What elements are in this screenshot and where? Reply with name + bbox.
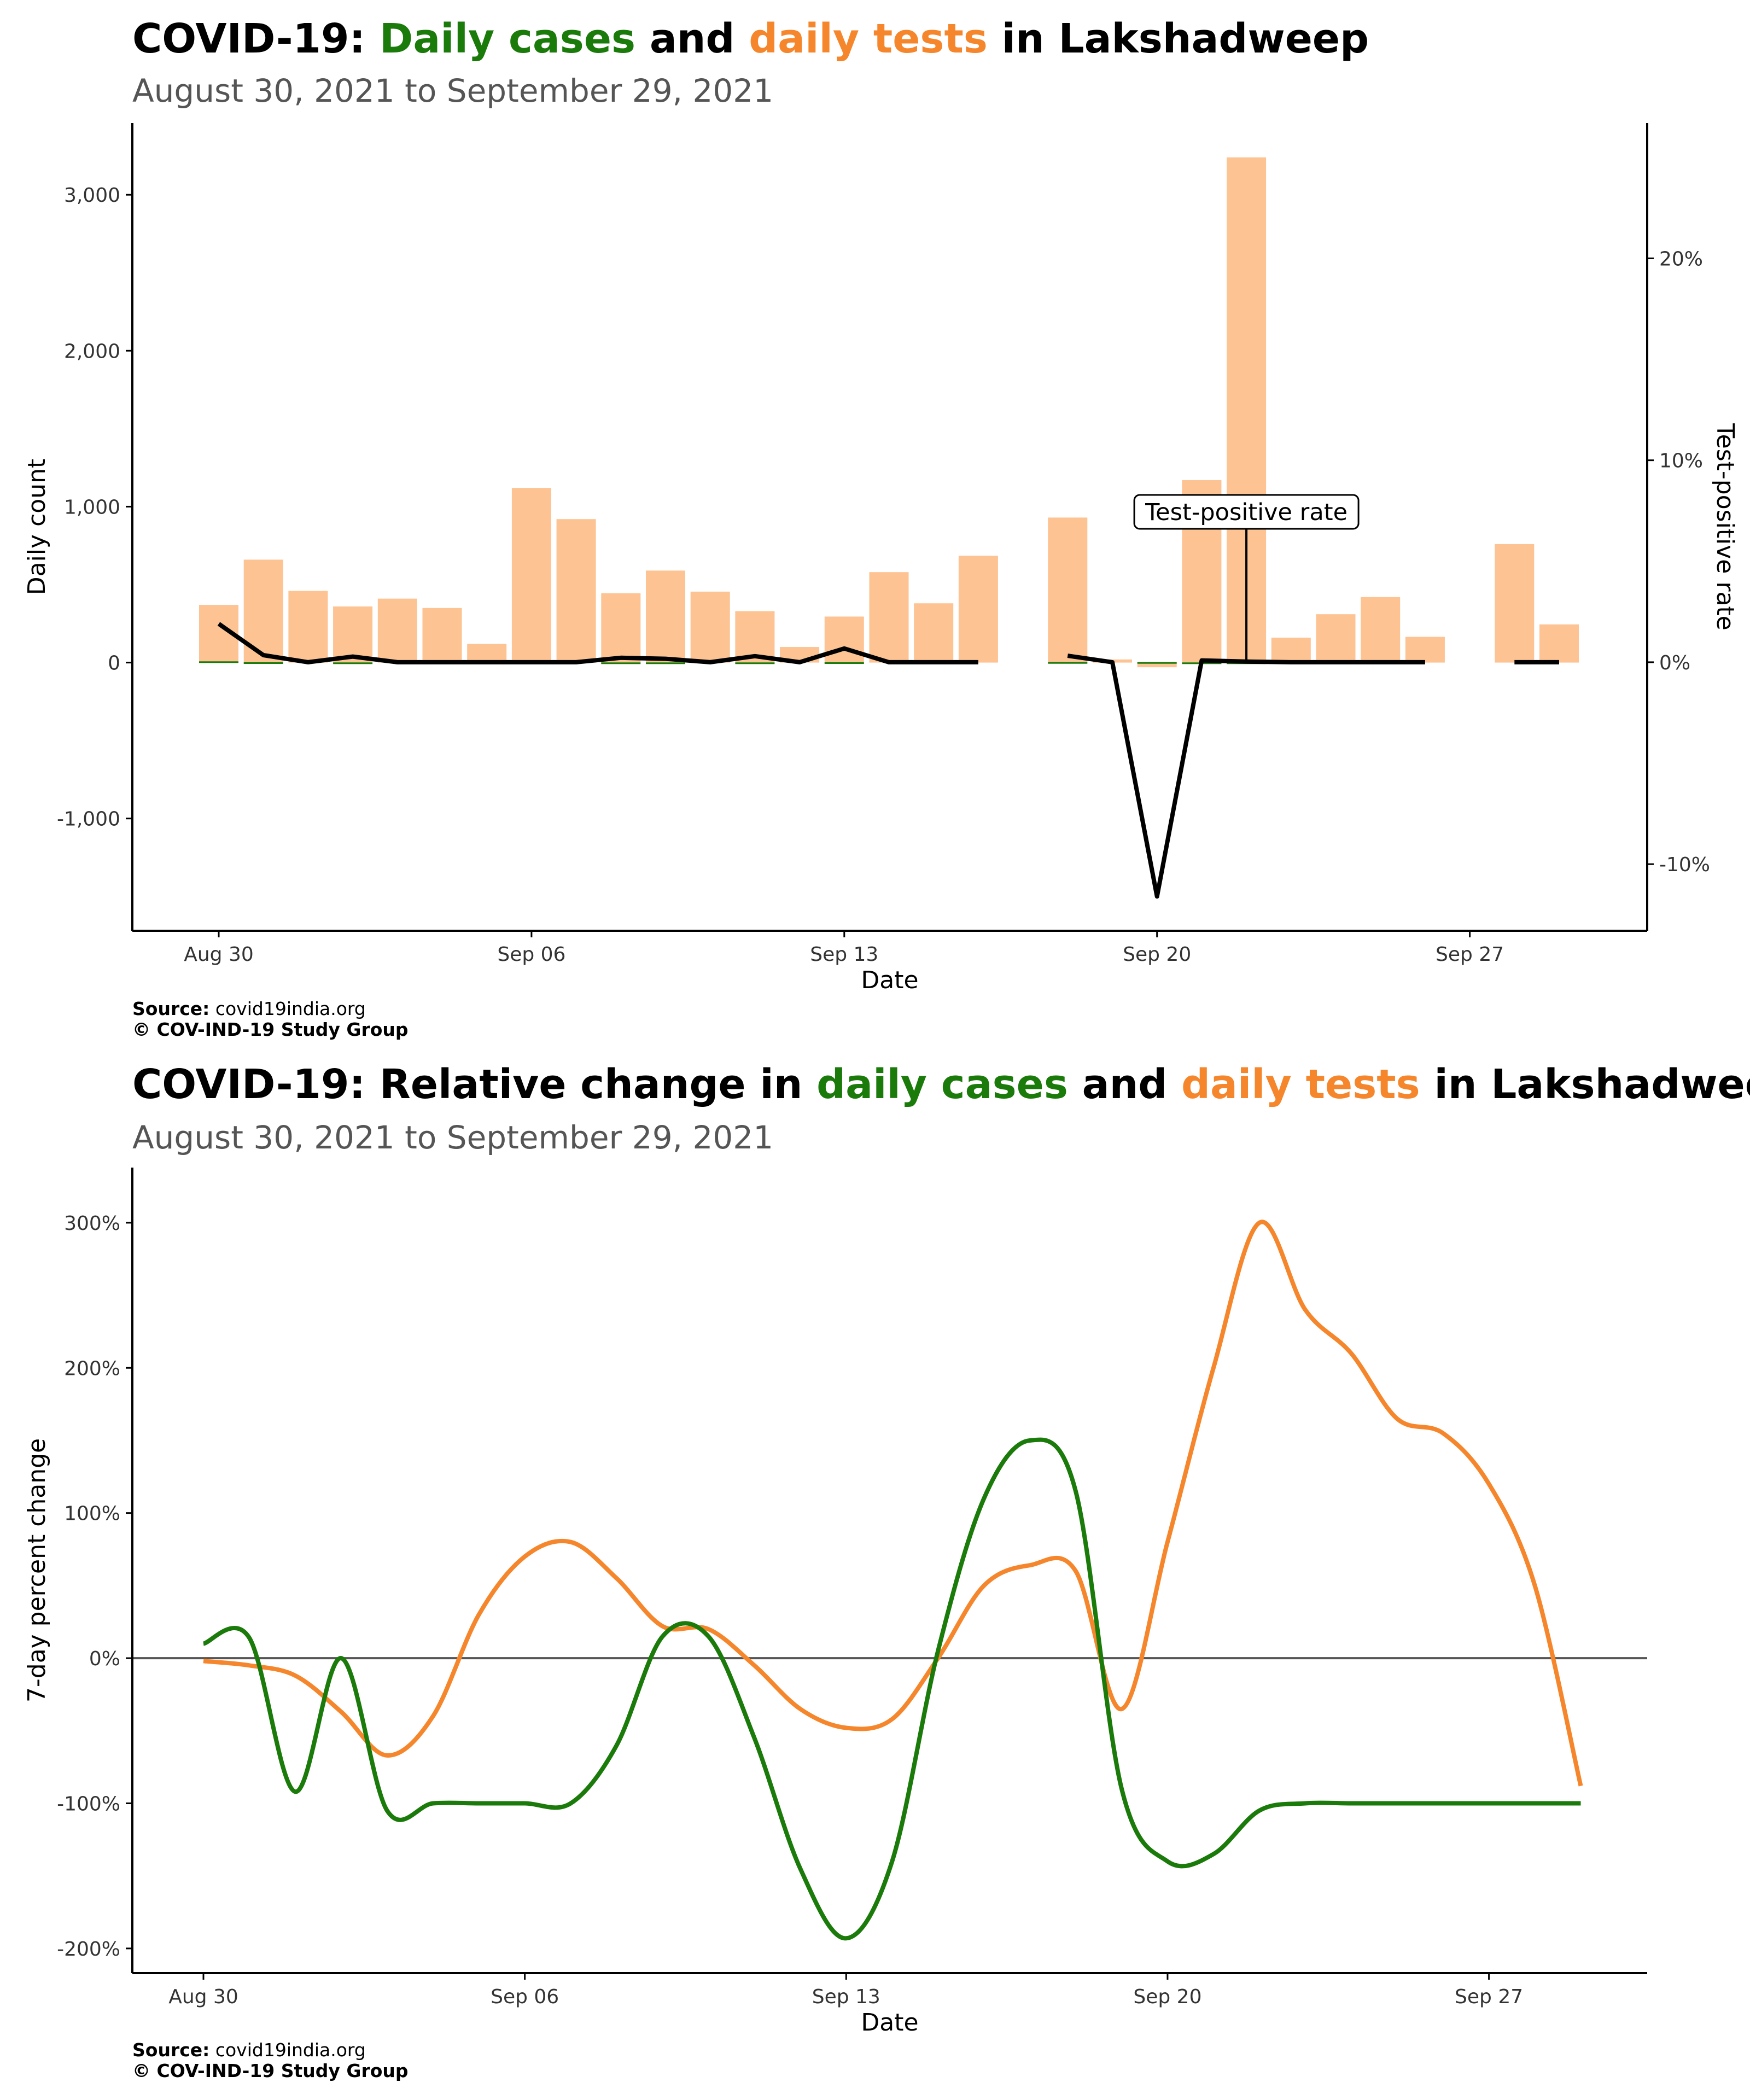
cases-bar bbox=[601, 662, 641, 664]
y-tick-label: 2,000 bbox=[64, 340, 120, 363]
y-tick-label: -200% bbox=[57, 1938, 120, 1961]
y-tick-label: -1,000 bbox=[57, 808, 120, 831]
chart2-source: Source: covid19india.org © COV-IND-19 St… bbox=[132, 2040, 409, 2081]
chart2-title-prefix: COVID-19: Relative change in bbox=[132, 1061, 817, 1108]
y-tick-label: -100% bbox=[57, 1793, 120, 1815]
tests-bar bbox=[556, 519, 596, 663]
tests-bar bbox=[511, 488, 551, 663]
tests-bar bbox=[1495, 544, 1535, 663]
x-tick-label: Aug 30 bbox=[184, 943, 254, 966]
chart2-source-value: covid19india.org bbox=[209, 2039, 366, 2061]
cases-bar bbox=[824, 662, 864, 664]
y2-tick-label: 10% bbox=[1659, 450, 1703, 472]
x-tick-label: Aug 30 bbox=[168, 1986, 238, 2008]
chart2-title-suffix: in Lakshadweep bbox=[1434, 1061, 1750, 1108]
tests-bar bbox=[288, 591, 328, 663]
tests-bar bbox=[646, 570, 685, 663]
cases-bar bbox=[1137, 662, 1177, 664]
x-axis-title: Date bbox=[861, 2009, 918, 2037]
chart1-title-cases: Daily cases bbox=[379, 15, 636, 62]
tests-bar bbox=[869, 572, 909, 663]
cases-bar bbox=[1048, 662, 1088, 664]
cases-bar bbox=[243, 662, 283, 664]
chart1-subtitle: August 30, 2021 to September 29, 2021 bbox=[132, 72, 774, 109]
y-axis-title: Daily count bbox=[23, 459, 51, 595]
tests-bar bbox=[422, 608, 462, 663]
tests-bar bbox=[1137, 662, 1177, 668]
x-axis-title: Date bbox=[861, 966, 918, 994]
chart1-source: Source: covid19india.org © COV-IND-19 St… bbox=[132, 999, 409, 1040]
cases-bar bbox=[646, 662, 685, 664]
y2-tick-label: 20% bbox=[1659, 248, 1703, 270]
tests-change-line bbox=[203, 1220, 1583, 1787]
tests-bar bbox=[958, 556, 998, 663]
y-tick-label: 0% bbox=[89, 1648, 120, 1670]
tests-bar bbox=[467, 644, 507, 663]
tests-bar bbox=[377, 598, 417, 663]
chart1-title-mid: and bbox=[635, 15, 749, 62]
y-tick-label: 100% bbox=[64, 1503, 120, 1525]
y-tick-label: 0 bbox=[108, 652, 120, 675]
tests-bar bbox=[1361, 597, 1401, 663]
chart1-source-value: covid19india.org bbox=[209, 998, 366, 1019]
x-tick-label: Sep 20 bbox=[1133, 1986, 1201, 2008]
y-tick-label: 3,000 bbox=[64, 184, 120, 207]
y-tick-label: 200% bbox=[64, 1357, 120, 1380]
chart1-svg: Test-positive rate -1,000 0 1,000 2,000 3,000… bbox=[23, 123, 1739, 994]
tests-bar bbox=[914, 603, 954, 663]
chart1-source-label: Source: bbox=[132, 998, 210, 1019]
chart2-title-mid: and bbox=[1068, 1061, 1182, 1108]
chart1-title-tests: daily tests bbox=[749, 15, 988, 62]
chart1-title-prefix: COVID-19: bbox=[132, 15, 380, 62]
chart1-copyright: © COV-IND-19 Study Group bbox=[132, 1019, 409, 1040]
chart2-title-cases: daily cases bbox=[816, 1061, 1068, 1108]
chart1-title: COVID-19: Daily cases and daily tests in… bbox=[132, 15, 1369, 62]
cases-bar bbox=[735, 662, 775, 664]
x-tick-label: Sep 06 bbox=[491, 1986, 559, 2008]
tests-bar bbox=[1271, 637, 1311, 663]
tests-bar bbox=[824, 616, 864, 663]
tests-bar bbox=[1405, 637, 1445, 663]
cases-bar bbox=[333, 662, 373, 664]
tests-bar bbox=[601, 593, 641, 663]
x-tick-label: Sep 13 bbox=[810, 943, 878, 966]
tests-bar bbox=[333, 606, 373, 663]
x-tick-label: Sep 20 bbox=[1123, 943, 1191, 966]
x-tick-label: Sep 27 bbox=[1436, 943, 1504, 966]
tests-bar bbox=[1316, 614, 1356, 663]
x-tick-label: Sep 13 bbox=[812, 1986, 880, 2008]
annotation-box bbox=[1133, 494, 1360, 530]
chart1-title-suffix: in Lakshadweep bbox=[987, 15, 1369, 62]
cases-change-line bbox=[202, 1437, 1581, 1941]
chart2-copyright: © COV-IND-19 Study Group bbox=[132, 2060, 409, 2081]
x-tick-label: Sep 27 bbox=[1455, 1986, 1523, 2008]
tpr-line bbox=[1067, 654, 1425, 899]
y-axis-title: 7-day percent change bbox=[23, 1438, 51, 1702]
cases-bar bbox=[199, 661, 238, 663]
chart2-svg: -200% -100% 0% 100% 200% 300% Aug 30 Sep 06 Sep … bbox=[23, 1168, 1647, 2037]
y-tick-label: 300% bbox=[64, 1212, 120, 1235]
chart2-title-tests: daily tests bbox=[1181, 1061, 1420, 1108]
y2-tick-label: -10% bbox=[1659, 854, 1710, 876]
y2-tick-label: 0% bbox=[1659, 652, 1690, 674]
tests-bar bbox=[1539, 624, 1579, 663]
x-tick-label: Sep 06 bbox=[497, 943, 565, 966]
y-tick-label: 1,000 bbox=[64, 496, 120, 518]
chart2-source-label: Source: bbox=[132, 2039, 210, 2061]
annotation-label: Test-positive rate bbox=[1145, 499, 1348, 526]
y2-axis-title: Test-positive rate bbox=[1711, 423, 1739, 630]
tests-bar bbox=[1048, 517, 1088, 663]
tpr-line bbox=[217, 622, 978, 664]
chart2-title: COVID-19: Relative change in daily cases… bbox=[132, 1061, 1750, 1108]
tests-bar bbox=[690, 591, 730, 663]
chart2-subtitle: August 30, 2021 to September 29, 2021 bbox=[132, 1119, 774, 1156]
